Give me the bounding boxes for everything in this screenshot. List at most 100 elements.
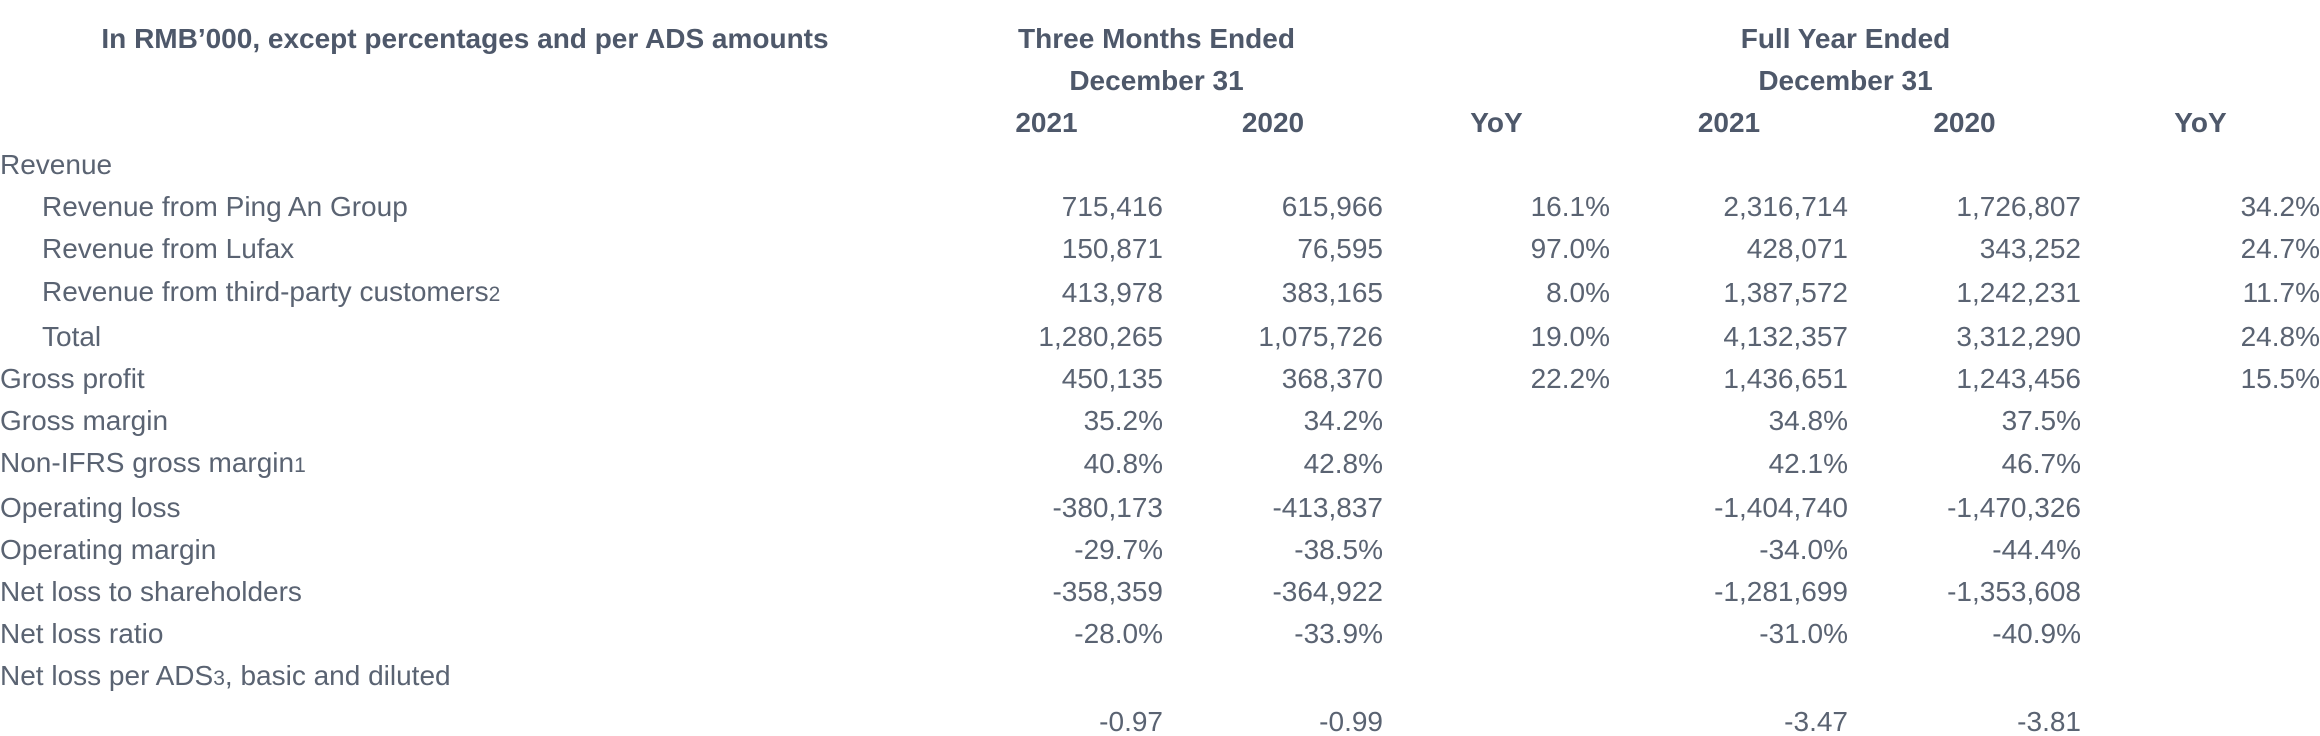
row-label: Gross margin xyxy=(0,404,169,436)
row-label: Revenue from third-party customers2 xyxy=(42,275,501,307)
value-cell-fy_yoy xyxy=(2081,442,2320,487)
value-cell-fy_2021: 428,071 xyxy=(1746,233,1848,265)
table-row: Net loss to shareholders -358,359 -364,922… xyxy=(0,571,2320,613)
value-cell-fy_2021: 1,436,651 xyxy=(1723,362,1848,394)
value-cell-fy_2020: 1,726,807 xyxy=(1956,191,2081,223)
value-cell-tm_yoy xyxy=(1383,442,1610,487)
value-cell-fy_yoy xyxy=(2081,701,2320,736)
value-cell-tm_2021: -28.0% xyxy=(1074,618,1163,650)
value-cell-tm_2020: 1,075,726 xyxy=(1258,320,1383,352)
value-cell-tm_2020: 34.2% xyxy=(1303,404,1383,436)
spacer-cell xyxy=(1383,60,1610,102)
value-cell-tm_2020: 383,165 xyxy=(1281,277,1383,309)
value-cell-tm_2021: 150,871 xyxy=(1061,233,1163,265)
value-cell-fy_2020: 46.7% xyxy=(2001,448,2081,480)
value-cell-tm_yoy xyxy=(1383,487,1610,529)
value-cell-tm_yoy: 19.0% xyxy=(1530,320,1610,352)
row-label: Net loss per ADS3, basic and diluted xyxy=(0,660,451,692)
footnote-marker: 3 xyxy=(213,667,225,691)
row-label: Revenue from Lufax xyxy=(42,233,295,265)
value-cell-tm_2021: 40.8% xyxy=(1083,448,1163,480)
value-cell-fy_2020: 37.5% xyxy=(2001,404,2081,436)
table-row: Gross margin 35.2% 34.2% 34.8% 37.5% xyxy=(0,400,2320,442)
value-cell-tm_yoy: 22.2% xyxy=(1530,362,1610,394)
value-cell-tm_2021: -358,359 xyxy=(1052,576,1163,608)
value-cell-fy_yoy xyxy=(2081,144,2320,186)
row-label: Total xyxy=(42,320,102,352)
value-cell-fy_yoy: 24.8% xyxy=(2240,320,2320,352)
value-cell-tm_2021: -380,173 xyxy=(1052,492,1163,524)
row-label: Revenue from Ping An Group xyxy=(42,191,408,223)
value-cell-fy_yoy xyxy=(2081,655,2320,700)
value-cell-fy_2021: -1,281,699 xyxy=(1714,576,1848,608)
value-cell-tm_2020 xyxy=(1163,144,1383,186)
value-cell-fy_2021: -1,404,740 xyxy=(1714,492,1848,524)
three-months-ended-header: Three Months Ended xyxy=(1018,23,1295,54)
value-cell-fy_2021: 2,316,714 xyxy=(1723,191,1848,223)
tm-2021-header: 2021 xyxy=(1015,107,1078,139)
value-cell-fy_yoy: 34.2% xyxy=(2240,191,2320,223)
table-row: Revenue from Ping An Group 715,416 615,966… xyxy=(0,186,2320,228)
value-cell-fy_yoy xyxy=(2081,400,2320,442)
value-cell-tm_2020: 42.8% xyxy=(1303,448,1383,480)
row-label: Gross profit xyxy=(0,362,145,394)
value-cell-tm_yoy xyxy=(1383,655,1610,700)
table-row: Revenue from third-party customers2 413,9… xyxy=(0,271,2320,316)
value-cell-fy_2020 xyxy=(1848,655,2081,700)
tm-2020-header: 2020 xyxy=(1241,107,1305,139)
value-cell-fy_2020: 343,252 xyxy=(1979,233,2081,265)
value-cell-tm_2020: 615,966 xyxy=(1281,191,1383,223)
row-label: Operating margin xyxy=(0,534,217,566)
value-cell-fy_2020: -3.81 xyxy=(2017,705,2081,736)
table-row: -0.97 -0.99 -3.47 -3.81 xyxy=(0,701,2320,736)
value-cell-tm_2021: 715,416 xyxy=(1061,191,1163,223)
value-cell-tm_2020: -33.9% xyxy=(1294,618,1383,650)
spacer-cell xyxy=(0,102,930,144)
value-cell-fy_2020: 1,243,456 xyxy=(1956,362,2081,394)
footnote-marker: 2 xyxy=(488,282,501,306)
value-cell-tm_yoy: 97.0% xyxy=(1530,233,1610,265)
value-cell-fy_yoy xyxy=(2081,613,2320,655)
table-row: Revenue from Lufax 150,871 76,595 97.0% 428,… xyxy=(0,228,2320,270)
value-cell-tm_2021: 1,280,265 xyxy=(1038,320,1163,352)
row-label: Net loss to shareholders xyxy=(0,576,302,608)
spacer-cell xyxy=(2081,60,2320,102)
value-cell-fy_yoy xyxy=(2081,571,2320,613)
table-row: Net loss ratio -28.0% -33.9% -31.0% -40.9% xyxy=(0,613,2320,655)
table-row: Operating loss -380,173 -413,837 -1,404,740… xyxy=(0,487,2320,529)
value-cell-fy_2021: 34.8% xyxy=(1768,404,1848,436)
fy-yoy-header: YoY xyxy=(2174,107,2227,139)
value-cell-fy_yoy xyxy=(2081,487,2320,529)
fy-2020-header: 2020 xyxy=(1933,107,1996,139)
value-cell-fy_yoy: 11.7% xyxy=(2242,277,2320,309)
table-row: Total 1,280,265 1,075,726 19.0% 4,132,357 3,3… xyxy=(0,316,2320,358)
full-year-date-header: December 31 xyxy=(1758,65,1933,97)
value-cell-tm_2020 xyxy=(1163,655,1383,700)
table-header: In RMB’000, except percentages and per A… xyxy=(0,18,2320,144)
value-cell-fy_2021: -3.47 xyxy=(1784,705,1848,736)
value-cell-tm_yoy xyxy=(1383,571,1610,613)
value-cell-fy_2021: 1,387,572 xyxy=(1723,277,1848,309)
value-cell-tm_yoy xyxy=(1383,701,1610,736)
value-cell-tm_2021 xyxy=(930,655,1163,700)
value-cell-fy_yoy: 24.7% xyxy=(2240,233,2320,265)
table-row: Non-IFRS gross margin1 40.8% 42.8% 42.1% 46.… xyxy=(0,442,2320,487)
fy-2021-header: 2021 xyxy=(1697,107,1761,139)
value-cell-fy_2020: -1,470,326 xyxy=(1947,492,2081,524)
value-cell-fy_2020: -1,353,608 xyxy=(1947,576,2081,608)
value-cell-fy_2021 xyxy=(1610,655,1848,700)
value-cell-fy_yoy: 15.5% xyxy=(2240,362,2320,394)
value-cell-fy_2021: -34.0% xyxy=(1759,534,1848,566)
value-cell-fy_2021: 4,132,357 xyxy=(1723,320,1848,352)
header-row-date: December 31 December 31 xyxy=(0,60,2320,102)
table-row: Net loss per ADS3, basic and diluted xyxy=(0,655,2320,700)
table-row: Revenue xyxy=(0,144,2320,186)
value-cell-tm_2020: -0.99 xyxy=(1319,705,1383,736)
table-row: Gross profit 450,135 368,370 22.2% 1,436,651… xyxy=(0,358,2320,400)
value-cell-tm_2021: 413,978 xyxy=(1061,277,1163,309)
header-row-years: 2021 2020 YoY 2021 2020 YoY xyxy=(0,102,2320,144)
row-label: Non-IFRS gross margin1 xyxy=(0,446,306,478)
value-cell-tm_yoy xyxy=(1383,400,1610,442)
spacer-cell xyxy=(2081,18,2320,60)
three-months-date-header: December 31 xyxy=(1069,65,1244,97)
